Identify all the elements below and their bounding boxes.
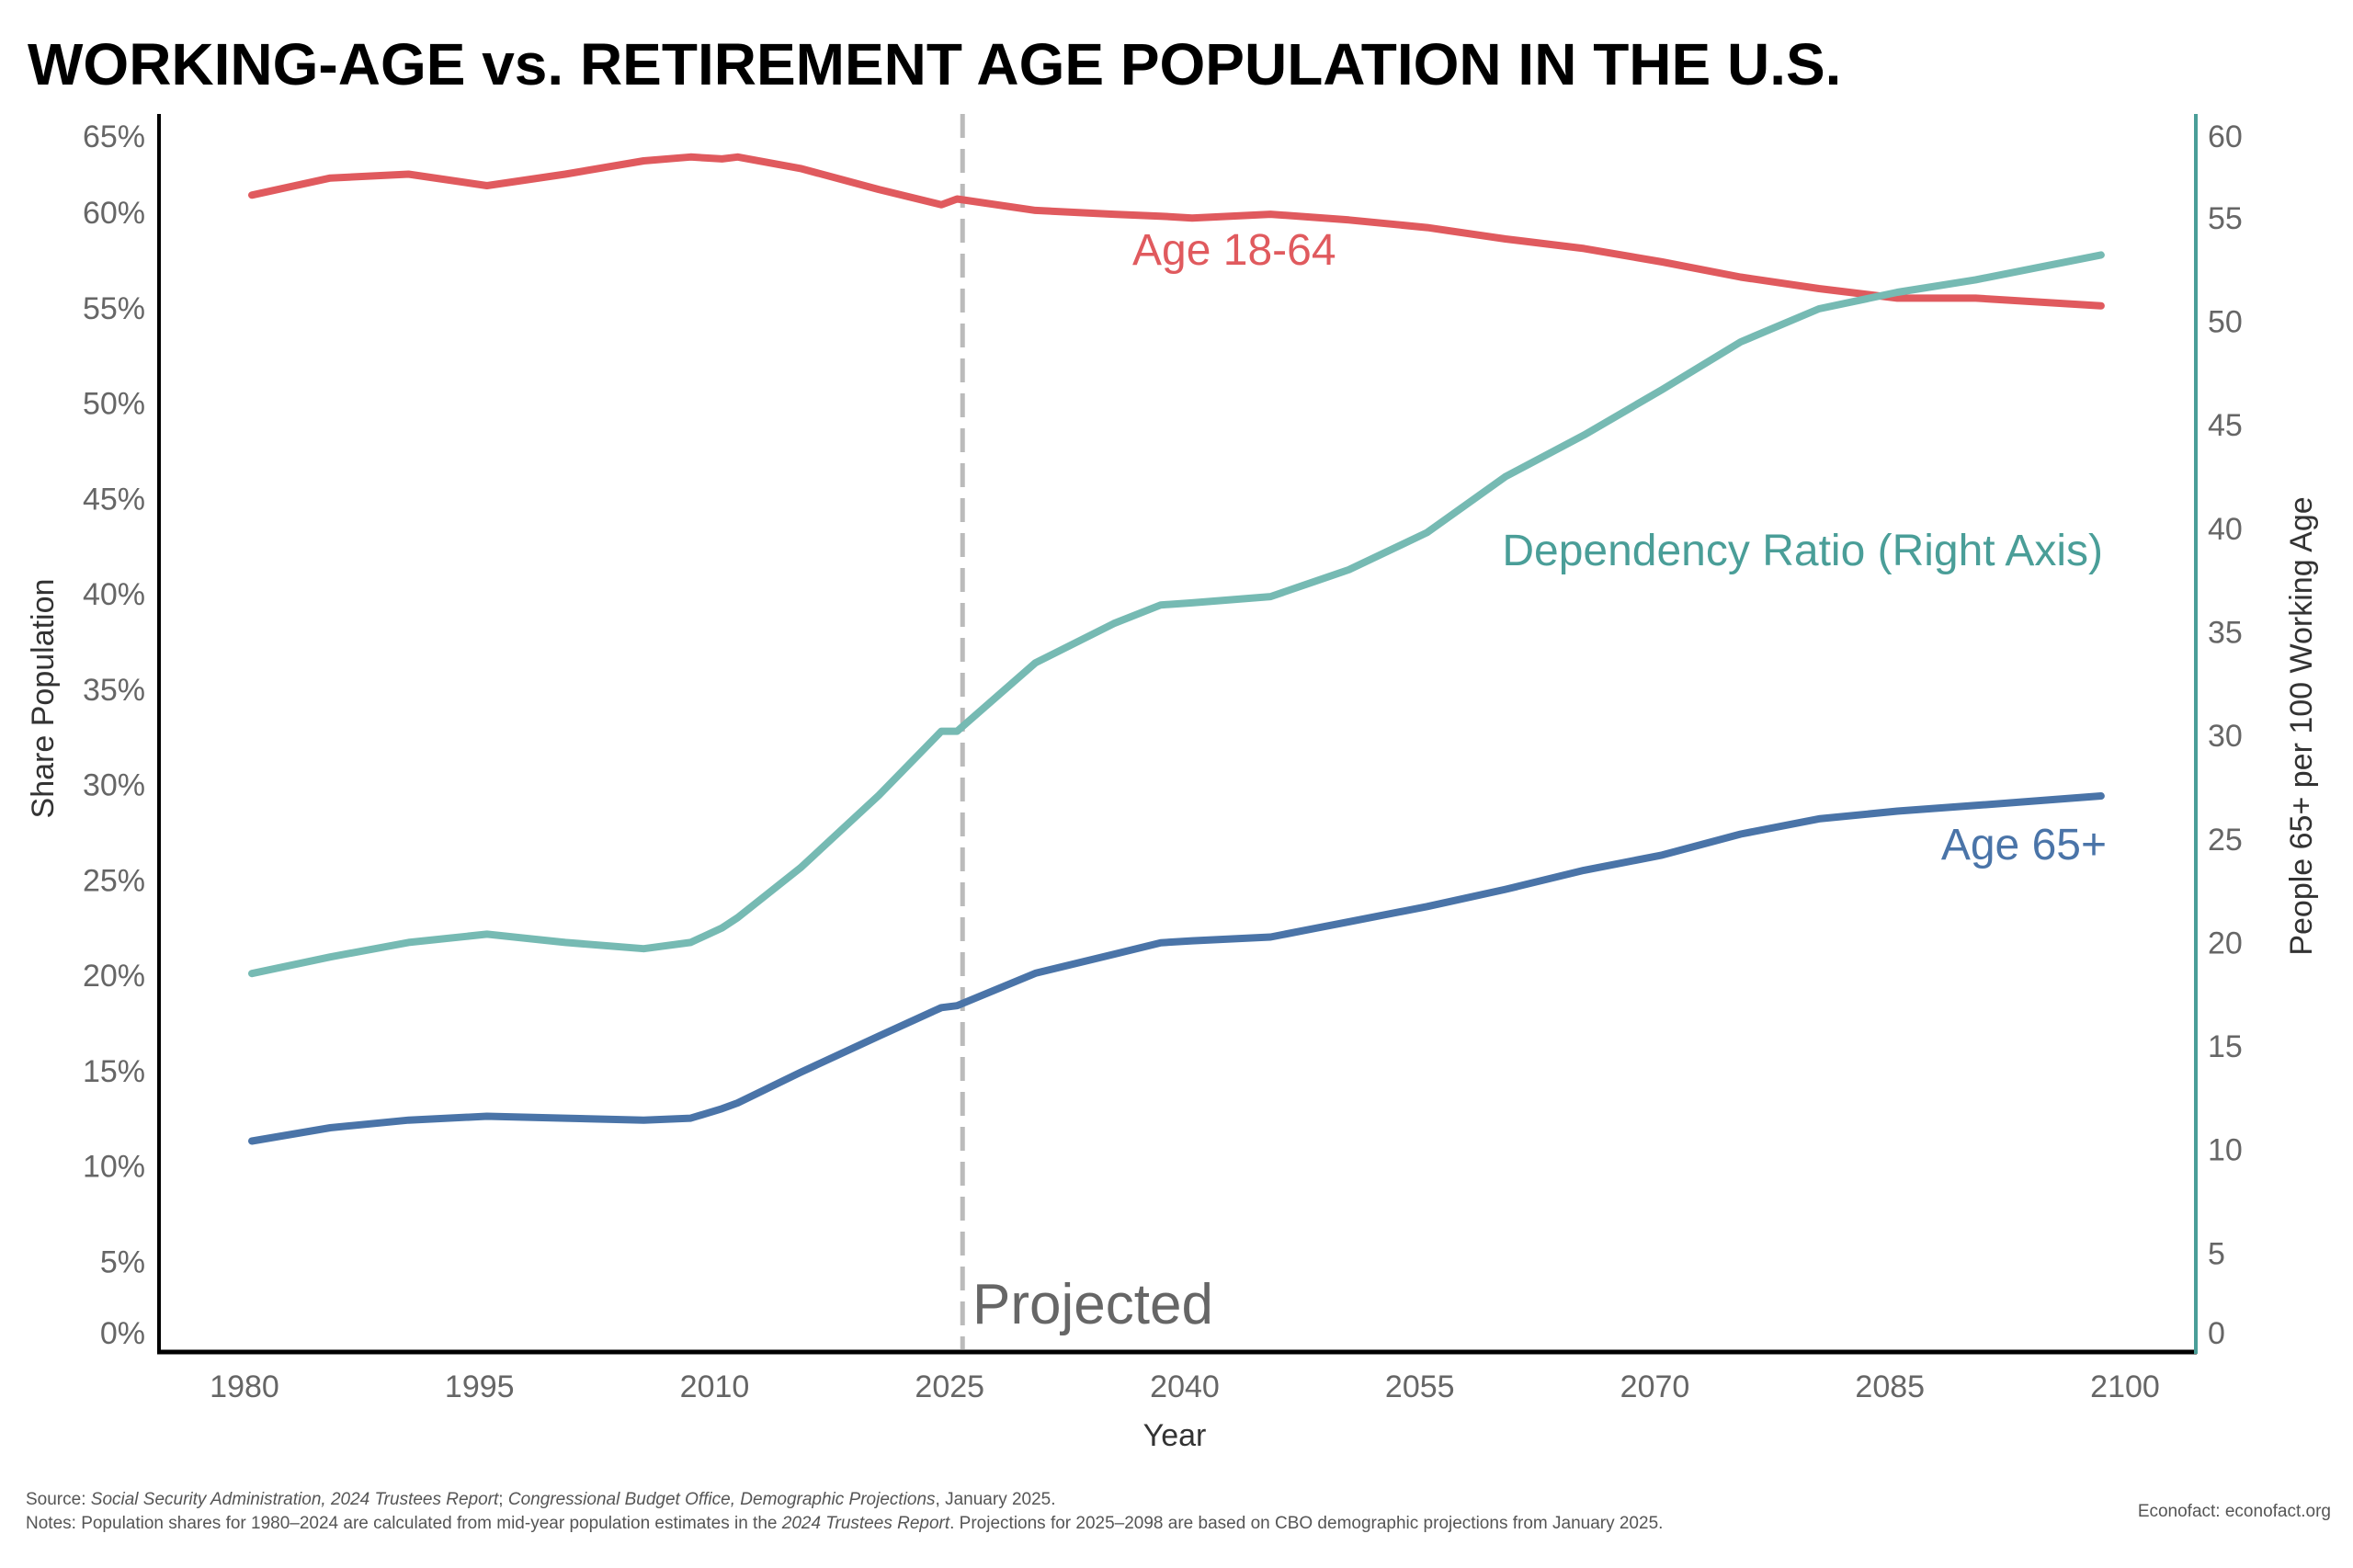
y2-tick-label: 30 (2208, 719, 2243, 754)
y-tick-label: 0% (100, 1316, 145, 1351)
y-tick-label: 40% (83, 577, 145, 612)
projected-label: Projected (972, 1273, 1213, 1336)
y-tick-label: 15% (83, 1054, 145, 1089)
y2-tick-label: 35 (2208, 615, 2243, 650)
y2-tick-label: 55 (2208, 201, 2243, 236)
series-label-ratio: Dependency Ratio (Right Axis) (1502, 527, 2103, 575)
footer-source: Source: Social Security Administration, … (26, 1490, 1056, 1509)
y-tick-label: 45% (83, 482, 145, 517)
y2-tick-label: 20 (2208, 926, 2243, 960)
y2-tick-label: 25 (2208, 823, 2243, 858)
y2-tick-label: 5 (2208, 1236, 2225, 1271)
y-tick-label: 60% (83, 196, 145, 231)
y2-ticks: 0 5 10 15 20 25 30 35 40 45 50 55 60 (2208, 119, 2243, 1351)
y-tick-label: 20% (83, 959, 145, 994)
y2-tick-label: 15 (2208, 1029, 2243, 1064)
x-ticks: 1980 1995 2010 2025 2040 2055 2070 2085 2100 (210, 1369, 2160, 1404)
y2-tick-label: 40 (2208, 512, 2243, 547)
series-label-age-65: Age 65+ (1941, 821, 2107, 869)
y-tick-label: 30% (83, 768, 145, 803)
footer-notes: Notes: Population shares for 1980–2024 a… (26, 1514, 1663, 1533)
x-tick-label: 1995 (445, 1369, 515, 1404)
y-tick-label: 55% (83, 291, 145, 326)
y2-tick-label: 60 (2208, 119, 2243, 154)
y-tick-label: 50% (83, 387, 145, 422)
x-tick-label: 2055 (1385, 1369, 1455, 1404)
x-axis-label: Year (1143, 1418, 1207, 1453)
y2-tick-label: 50 (2208, 305, 2243, 340)
y-tick-label: 65% (83, 119, 145, 154)
chart-title: WORKING-AGE vs. RETIREMENT AGE POPULATIO… (28, 31, 1841, 97)
y-axis-label: Share Population (26, 579, 61, 819)
y2-tick-label: 10 (2208, 1133, 2243, 1168)
footer-credit[interactable]: Econofact: econofact.org (2138, 1502, 2331, 1521)
x-tick-label: 2025 (915, 1369, 984, 1404)
series-line-2 (248, 251, 2105, 978)
series-line-1 (248, 792, 2105, 1145)
x-tick-label: 2085 (1855, 1369, 1925, 1404)
y-tick-label: 35% (83, 673, 145, 708)
x-tick-label: 2040 (1150, 1369, 1220, 1404)
y-tick-label: 5% (100, 1244, 145, 1279)
x-tick-label: 2100 (2090, 1369, 2160, 1404)
y-tick-label: 25% (83, 863, 145, 898)
series-line-0 (248, 153, 2105, 310)
series-label-age-18-64: Age 18-64 (1132, 226, 1336, 275)
y2-tick-label: 0 (2208, 1316, 2225, 1351)
y2-tick-label: 45 (2208, 408, 2243, 443)
plot-area (248, 114, 2105, 1349)
y-tick-label: 10% (83, 1150, 145, 1185)
x-tick-label: 2010 (680, 1369, 750, 1404)
x-tick-label: 2070 (1620, 1369, 1690, 1404)
y-ticks: 0% 5% 10% 15% 20% 25% 30% 35% 40% 45% 50% 55% 60% 65% (83, 119, 145, 1351)
y2-axis-label: People 65+ per 100 Working Age (2284, 496, 2319, 955)
x-tick-label: 1980 (210, 1369, 279, 1404)
